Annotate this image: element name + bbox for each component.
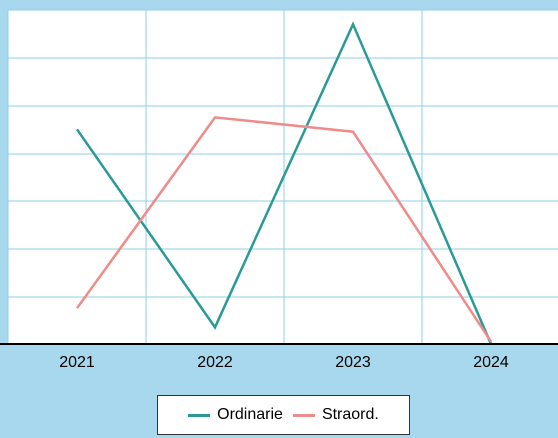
legend-label-ordinarie: Ordinarie xyxy=(217,406,283,423)
x-tick-label: 2023 xyxy=(335,354,371,371)
legend-swatch-ordinarie xyxy=(188,413,211,417)
legend-label-straord: Straord. xyxy=(321,406,379,423)
x-tick-label: 2024 xyxy=(473,354,509,371)
legend: Ordinarie Straord. xyxy=(157,395,410,435)
x-tick-label: 2021 xyxy=(59,354,95,371)
legend-item: Ordinarie xyxy=(188,406,283,424)
series-line-straord- xyxy=(75,116,493,343)
x-tick-label: 2022 xyxy=(197,354,233,371)
series-lines xyxy=(75,21,493,345)
x-tick-labels: 2021 2022 2023 2024 xyxy=(59,354,509,371)
legend-swatch-straord xyxy=(292,413,315,417)
series-line-ordinarie xyxy=(75,21,493,345)
legend-item: Straord. xyxy=(292,406,379,424)
grid xyxy=(7,9,558,344)
